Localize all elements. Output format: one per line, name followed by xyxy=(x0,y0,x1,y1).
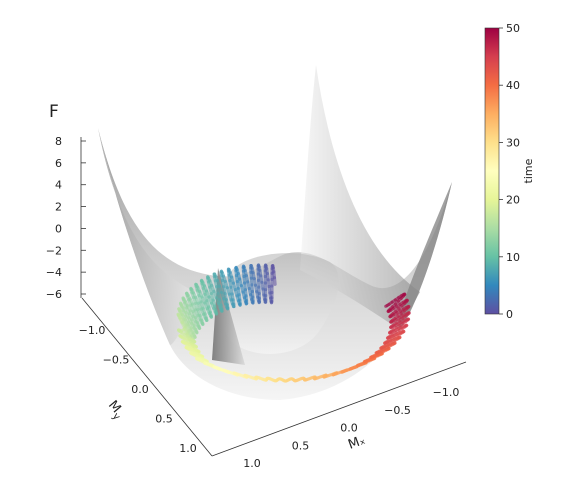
trajectory-segment xyxy=(384,304,389,308)
z-tick-label: −4 xyxy=(46,266,62,279)
colorbar-label: time xyxy=(522,158,535,183)
colorbar-tick-label: 40 xyxy=(506,79,520,92)
trajectory xyxy=(176,263,411,383)
y-tick-label: 0.5 xyxy=(155,413,173,426)
x-axis-label: Mₓ xyxy=(346,433,367,453)
y-tick-label: −0.5 xyxy=(103,354,130,367)
x-axis: −1.0 −0.5 0.0 0.5 1.0 Mₓ xyxy=(211,361,467,470)
y-axis-label: My xyxy=(103,398,128,423)
z-tick-label: 4 xyxy=(55,179,62,192)
z-tick-label: −6 xyxy=(46,288,62,301)
x-tick-label: −0.5 xyxy=(384,404,411,417)
x-tick-label: 0.5 xyxy=(292,439,310,452)
colorbar-tick-label: 30 xyxy=(506,136,520,149)
z-tick-label: 8 xyxy=(55,135,62,148)
z-tick-label: 0 xyxy=(55,222,62,235)
colorbar-tick-label: 50 xyxy=(506,22,520,35)
surface xyxy=(98,65,452,400)
colorbar-gradient xyxy=(484,27,500,315)
z-tick-label: −2 xyxy=(46,244,62,257)
y-tick-label: 0.0 xyxy=(131,383,149,396)
colorbar-tick-label: 10 xyxy=(506,251,520,264)
z-axis: F 8 6 4 2 0 −2 −4 −6 xyxy=(46,102,86,301)
z-axis-label: F xyxy=(49,102,59,122)
z-tick-label: 6 xyxy=(55,157,62,170)
x-tick-label: 0.0 xyxy=(340,422,358,435)
colorbar-tick-label: 0 xyxy=(506,308,513,321)
y-tick-label: 1.0 xyxy=(179,442,197,455)
x-tick-label: −1.0 xyxy=(433,386,460,399)
z-tick-label: 2 xyxy=(55,201,62,214)
y-tick-label: −1.0 xyxy=(79,324,106,337)
colorbar: 0 10 20 30 40 50 time xyxy=(484,22,535,321)
x-tick-label: 1.0 xyxy=(243,457,261,470)
colorbar-tick-label: 20 xyxy=(506,194,520,207)
